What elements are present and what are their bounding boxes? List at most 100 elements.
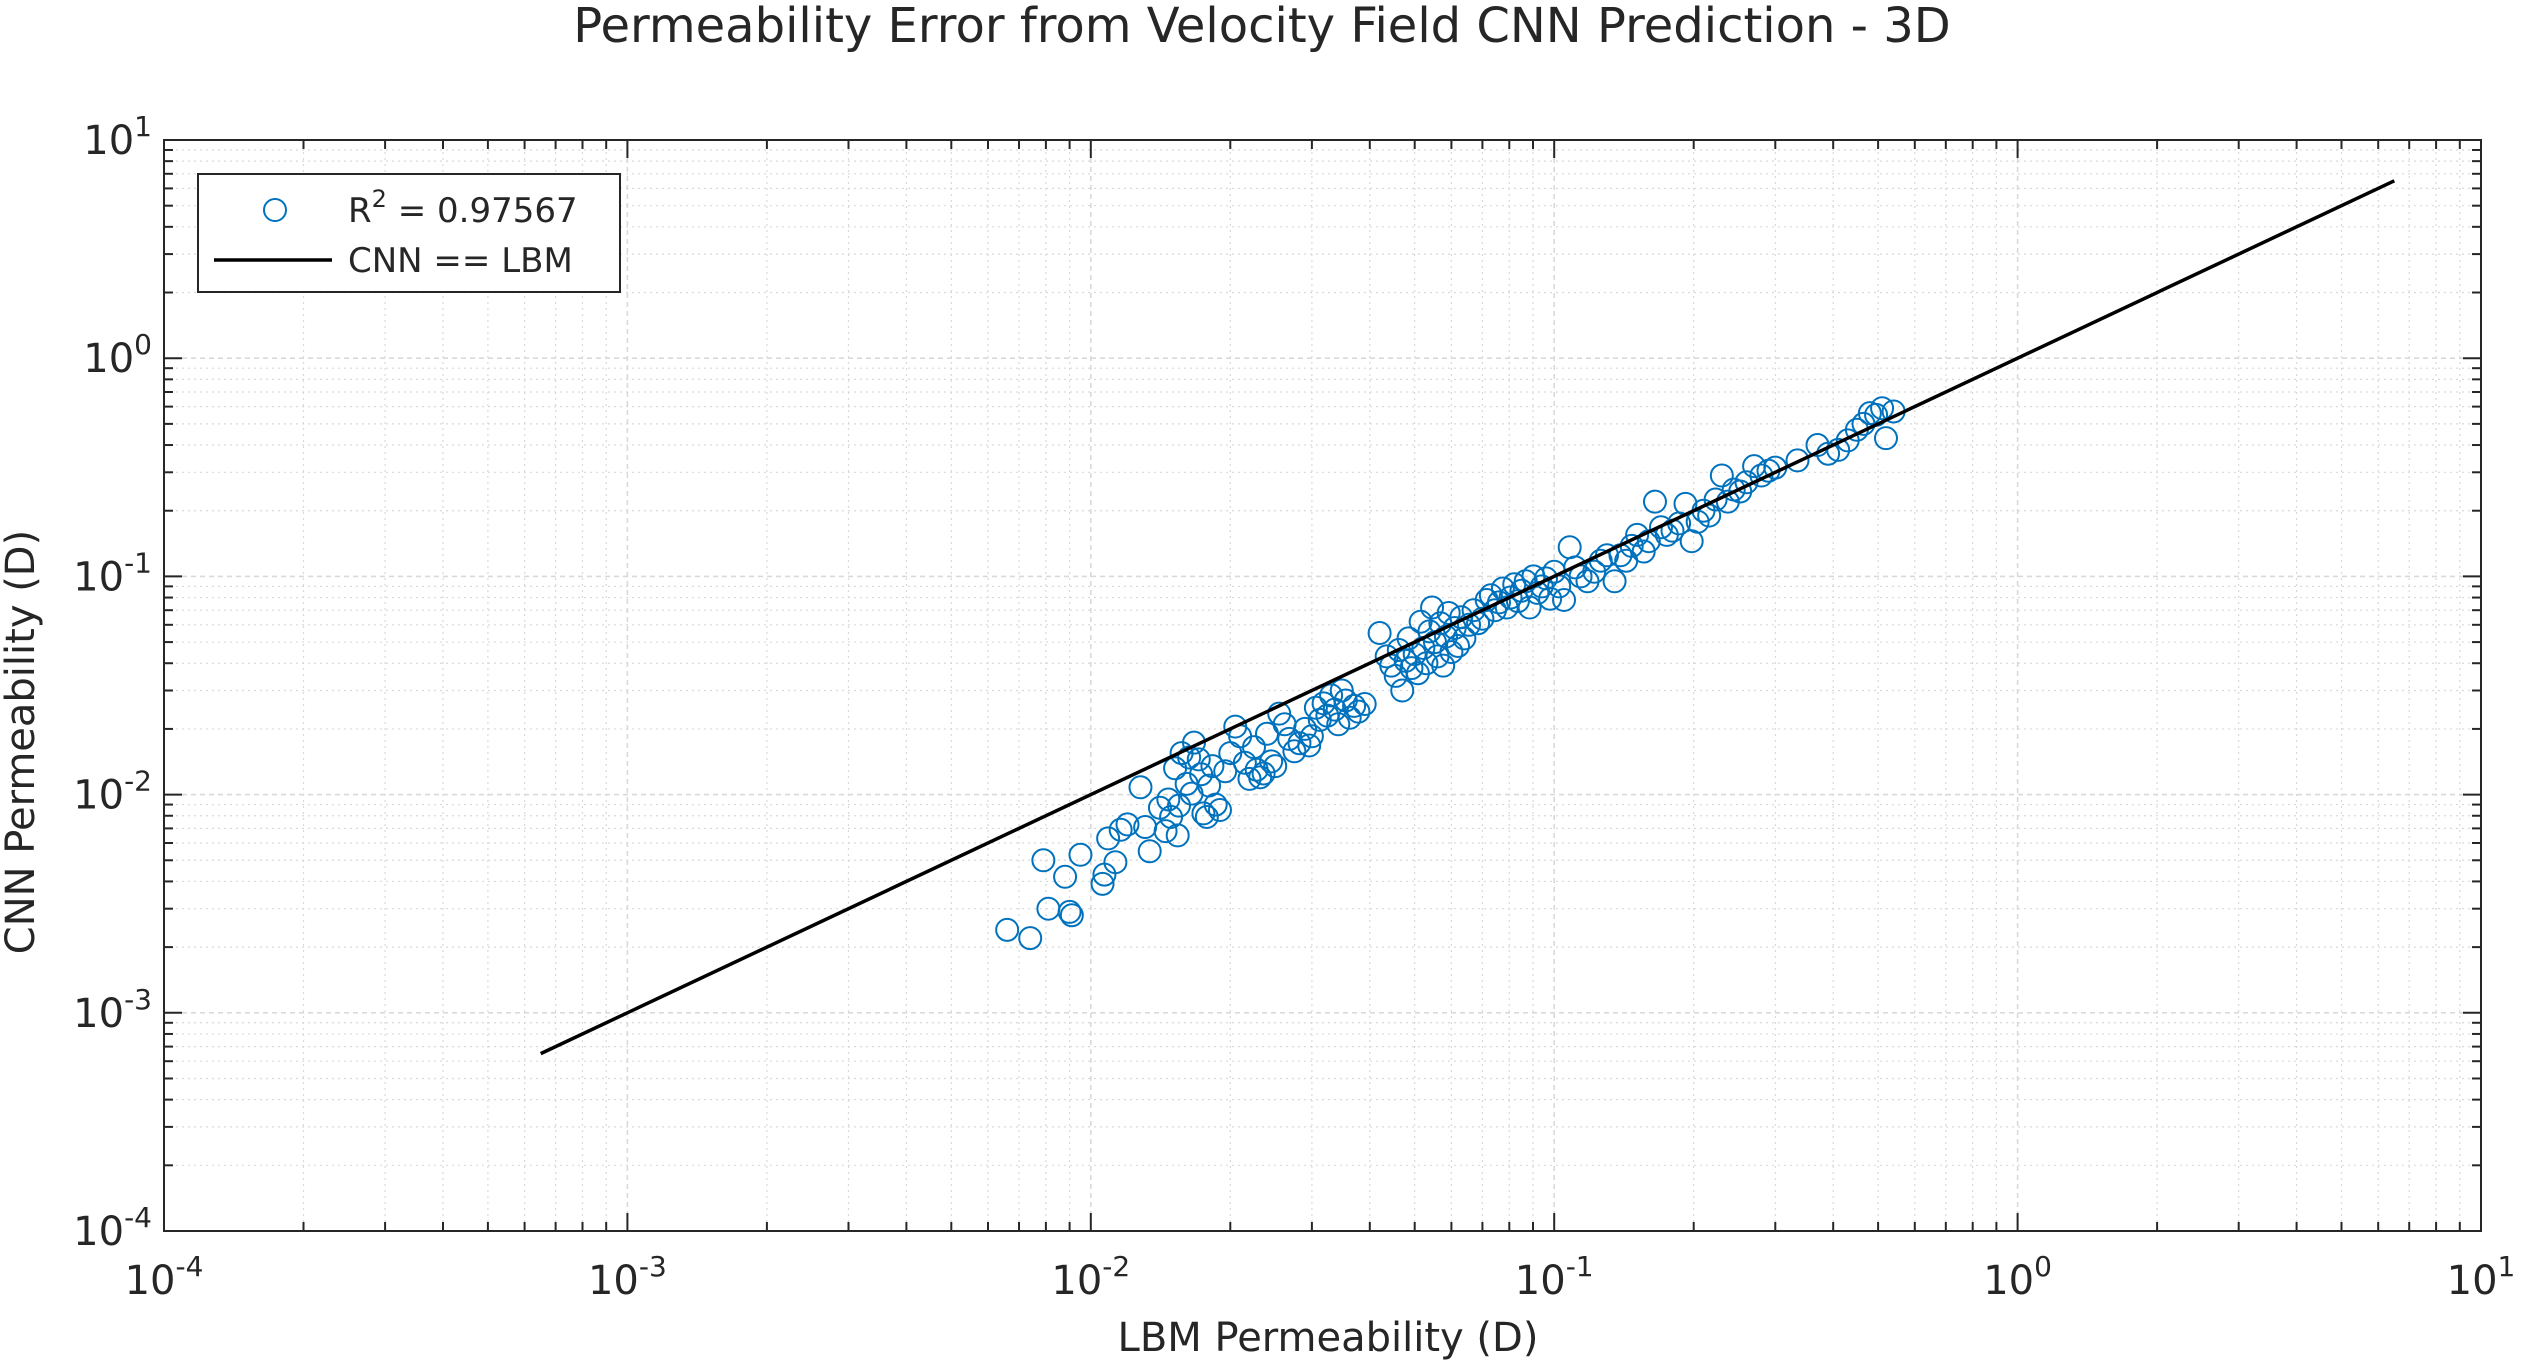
x-tick-label-base: 10 xyxy=(2447,1258,2498,1304)
x-axis-label: LBM Permeability (D) xyxy=(1118,1315,1539,1361)
y-tick-label-exponent: -3 xyxy=(124,983,152,1016)
scatter-point xyxy=(1213,759,1238,784)
scatter-point xyxy=(1259,749,1284,774)
scatter-point xyxy=(1614,548,1639,573)
x-tick-label: 101 xyxy=(2447,1250,2516,1304)
y-tick-label: 10-4 xyxy=(73,1201,152,1255)
y-tick-label: 10-2 xyxy=(73,765,152,819)
y-tick-label-exponent: -4 xyxy=(124,1201,152,1234)
scatter-point xyxy=(1420,595,1445,620)
scatter-point xyxy=(1337,705,1362,730)
scatter-point xyxy=(1163,756,1188,781)
scatter-point xyxy=(1557,535,1582,560)
scatter-point xyxy=(1186,747,1211,772)
scatter-point xyxy=(1399,656,1424,681)
axis-ticks: 10-4 10-3 10-2 10-1 100 10110-410-310-210-110… xyxy=(73,110,2515,1304)
scatter-point xyxy=(1207,798,1232,823)
y-tick-label-base: 10 xyxy=(73,554,124,600)
scatter-point xyxy=(1237,766,1262,791)
scatter-point xyxy=(1826,437,1851,462)
legend-label-main: R xyxy=(348,191,372,231)
scatter-point xyxy=(1457,612,1482,637)
scatter-point xyxy=(1625,522,1650,547)
scatter-point xyxy=(1346,699,1371,724)
scatter-point xyxy=(1293,716,1318,741)
scatter-point xyxy=(1018,926,1043,951)
y-tick-label: 10-1 xyxy=(73,546,152,600)
scatter-point xyxy=(1282,739,1307,764)
scatter-point xyxy=(1408,609,1433,634)
x-tick-label-exponent: -4 xyxy=(175,1250,203,1283)
scatter-point xyxy=(1096,826,1121,851)
scatter-point xyxy=(1709,463,1734,488)
scatter-point xyxy=(1319,683,1344,708)
y-tick-label: 100 xyxy=(83,328,152,382)
scatter-point xyxy=(1194,804,1219,829)
scatter-point xyxy=(1390,678,1415,703)
scatter-point xyxy=(1439,640,1464,665)
scatter-point xyxy=(1299,724,1324,749)
y-tick-label-base: 10 xyxy=(83,118,134,164)
legend-marker-icon xyxy=(263,198,287,222)
legend-label: CNN == LBM xyxy=(348,241,573,281)
scatter-point xyxy=(1057,899,1082,924)
scatter-point xyxy=(1538,586,1563,611)
scatter-point xyxy=(1436,600,1461,625)
scatter-point xyxy=(1115,812,1140,837)
scatter-point xyxy=(1367,621,1392,646)
y-tick-label-base: 10 xyxy=(73,773,124,819)
x-tick-label: 10-4 xyxy=(125,1250,204,1304)
scatter-point xyxy=(995,917,1020,942)
x-tick-label: 100 xyxy=(1983,1250,2052,1304)
y-tick-label: 101 xyxy=(83,110,152,164)
scatter-point xyxy=(1200,754,1225,779)
scatter-point xyxy=(1431,653,1456,678)
y-tick-label: 10-3 xyxy=(73,983,152,1037)
legend-label-main: CNN == LBM xyxy=(348,241,573,281)
scatter-point xyxy=(1329,678,1354,703)
legend-label-rest: = 0.97567 xyxy=(387,191,578,231)
y-tick-label-exponent: 1 xyxy=(134,110,152,143)
y-tick-label-base: 10 xyxy=(83,336,134,382)
scatter-point xyxy=(1108,817,1133,842)
scatter-point xyxy=(1165,823,1190,848)
x-tick-label-base: 10 xyxy=(125,1258,176,1304)
scatter-point xyxy=(1445,633,1470,658)
legend-label-superscript: 2 xyxy=(372,185,387,213)
x-tick-label-base: 10 xyxy=(1051,1258,1102,1304)
scatter-point xyxy=(1525,580,1550,605)
scatter-point xyxy=(1648,515,1673,540)
scatter-point xyxy=(1166,793,1191,818)
scatter-point xyxy=(1267,701,1292,726)
scatter-point xyxy=(1703,487,1728,512)
scatter-point xyxy=(1153,819,1178,844)
scatter-point xyxy=(1128,775,1153,800)
plot-frame xyxy=(163,139,2482,1232)
scatter-point xyxy=(1090,871,1115,896)
data-series xyxy=(539,179,2396,1056)
scatter-point xyxy=(1103,850,1128,875)
y-tick-label-base: 10 xyxy=(73,1209,124,1255)
scatter-point xyxy=(1602,569,1627,594)
x-tick-label-base: 10 xyxy=(1515,1258,1566,1304)
scatter-point xyxy=(1263,754,1288,779)
grid-lines xyxy=(164,140,2481,1231)
x-tick-label-exponent: 0 xyxy=(2034,1250,2052,1283)
scatter-point xyxy=(1342,693,1367,718)
scatter-point xyxy=(1137,839,1162,864)
scatter-point xyxy=(1059,903,1084,928)
scatter-point xyxy=(1470,606,1495,631)
legend: R2 = 0.97567 CNN == LBM xyxy=(197,173,621,293)
identity-line xyxy=(539,179,2396,1056)
scatter-point xyxy=(1068,842,1093,867)
x-tick-label-base: 10 xyxy=(1983,1258,2034,1304)
x-tick-label: 10-3 xyxy=(588,1250,667,1304)
x-tick-label-base: 10 xyxy=(588,1258,639,1304)
legend-box xyxy=(197,173,621,293)
y-tick-label-exponent: 0 xyxy=(134,328,152,361)
legend-label: R2 = 0.97567 xyxy=(348,185,578,231)
x-tick-label-exponent: -2 xyxy=(1102,1250,1130,1283)
scatter-point xyxy=(1785,448,1810,473)
